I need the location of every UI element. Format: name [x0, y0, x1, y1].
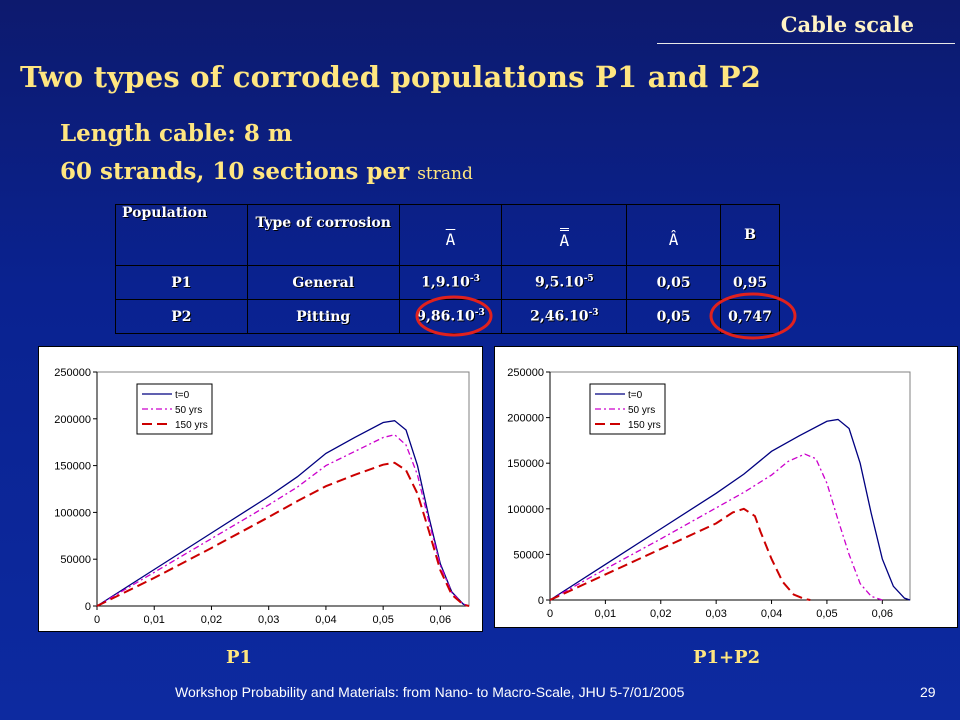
- cell-ahat: 0,05: [626, 299, 722, 334]
- cell-type: General: [246, 265, 400, 300]
- y-tick-label: 200000: [507, 413, 544, 425]
- chart-caption-p1: P1: [226, 647, 253, 668]
- x-tick-label: 0,01: [144, 614, 165, 626]
- header-type: Type of corrosion: [246, 204, 400, 266]
- legend-label: 50 yrs: [175, 405, 202, 416]
- series-line: [96, 419, 470, 607]
- cell-population: P2: [115, 299, 248, 334]
- section-rule: [657, 43, 955, 44]
- x-tick-label: 0,03: [705, 608, 726, 620]
- legend-label: t=0: [175, 390, 190, 401]
- x-tick-label: 0: [94, 614, 100, 626]
- header-population-text: Population: [122, 205, 208, 221]
- highlight-ellipse-b: [709, 292, 797, 340]
- x-tick-label: 0,04: [315, 614, 336, 626]
- cell-type: Pitting: [246, 299, 400, 334]
- cell-aa: 2,46.10-3: [501, 299, 628, 334]
- legend-label: 150 yrs: [175, 420, 208, 431]
- header-a-double-bar-text: A: [559, 228, 570, 250]
- page-number: 29: [920, 684, 936, 700]
- y-tick-label: 0: [85, 601, 91, 613]
- y-tick-label: 150000: [507, 458, 544, 470]
- chart-p1: 0 50000 100000 150000 200000 250000 0 0,01 0,02 0…: [38, 346, 483, 632]
- cell-aa-mantissa: 2,46.10: [530, 308, 589, 325]
- subtitle-strands-small: strand: [417, 164, 473, 184]
- x-tick-label: 0,04: [761, 608, 782, 620]
- chart-p1p2: 0 50000 100000 150000 200000 250000 0 0,01 0,02 0…: [494, 346, 958, 628]
- series-line: [96, 461, 470, 607]
- series-line: [549, 418, 911, 601]
- legend-label: t=0: [628, 390, 643, 401]
- section-header: Cable scale: [650, 0, 960, 44]
- subtitle-length: Length cable: 8 m: [60, 120, 293, 147]
- subtitle-strands-main: 60 strands, 10 sections per: [60, 158, 418, 185]
- x-tick-label: 0,03: [258, 614, 279, 626]
- header-a-double-bar: A: [501, 204, 628, 266]
- section-label: Cable scale: [780, 12, 914, 37]
- x-tick-label: 0: [547, 608, 553, 620]
- cell-b: 0,95: [720, 265, 780, 300]
- footer-text: Workshop Probability and Materials: from…: [175, 684, 685, 700]
- x-tick-label: 0,01: [595, 608, 616, 620]
- cell-a-exponent: -3: [469, 274, 480, 285]
- y-tick-label: 150000: [54, 461, 91, 473]
- cell-aa-exponent: -3: [588, 308, 599, 319]
- highlight-ellipse-a: [415, 295, 493, 337]
- x-tick-label: 0,05: [816, 608, 837, 620]
- y-tick-label: 0: [538, 595, 544, 607]
- chart-p1-svg: 0 50000 100000 150000 200000 250000 0 0,01 0,02 0…: [54, 367, 470, 626]
- header-a-mean: A: [398, 204, 503, 266]
- legend-label: 50 yrs: [628, 405, 655, 416]
- cell-aa-mantissa: 9,5.10: [534, 274, 584, 291]
- series-line: [549, 507, 811, 601]
- legend-box: [136, 383, 213, 435]
- x-tick-label: 0,06: [430, 614, 451, 626]
- chart-p1p2-svg: 0 50000 100000 150000 200000 250000 0 0,01 0,02 0…: [507, 367, 911, 620]
- header-type-text: Type of corrosion: [255, 215, 391, 231]
- x-tick-label: 0,02: [650, 608, 671, 620]
- chart-caption-p1p2: P1+P2: [693, 647, 761, 668]
- header-b-text: B: [744, 227, 756, 243]
- cell-aa-exponent: -5: [583, 274, 594, 285]
- cell-a: 1,9.10-3: [398, 265, 503, 300]
- x-tick-label: 0,02: [201, 614, 222, 626]
- header-a-mean-text: A: [445, 229, 456, 249]
- legend-box: [589, 383, 666, 435]
- cell-a-mantissa: 1,9.10: [421, 274, 470, 291]
- y-tick-label: 100000: [54, 507, 91, 519]
- table-row: P2 Pitting 9,86.10-3 2,46.10-3 0,05 0,74…: [115, 299, 780, 334]
- y-tick-label: 50000: [513, 549, 544, 561]
- y-tick-label: 200000: [54, 414, 91, 426]
- cell-a-exponent: -3: [474, 308, 485, 319]
- y-tick-label: 100000: [507, 504, 544, 516]
- cell-a-mantissa: 9,86.10: [416, 308, 475, 325]
- y-tick-label: 250000: [54, 367, 91, 379]
- x-tick-label: 0,06: [872, 608, 893, 620]
- series-line: [96, 433, 470, 607]
- parameters-table: Population Type of corrosion A A Â B P1 …: [115, 204, 780, 334]
- header-a-hat-text: Â: [668, 229, 679, 249]
- table-row: P1 General 1,9.10-3 9,5.10-5 0,05 0,95: [115, 265, 780, 300]
- subtitle-strands: 60 strands, 10 sections per strand: [60, 158, 473, 185]
- x-tick-label: 0,05: [372, 614, 393, 626]
- cell-b: 0,747: [720, 299, 780, 334]
- y-tick-label: 50000: [60, 554, 91, 566]
- header-a-hat: Â: [626, 204, 722, 266]
- y-tick-label: 250000: [507, 367, 544, 379]
- legend-label: 150 yrs: [628, 420, 661, 431]
- slide-title: Two types of corroded populations P1 and…: [20, 60, 762, 94]
- series-line: [549, 453, 883, 601]
